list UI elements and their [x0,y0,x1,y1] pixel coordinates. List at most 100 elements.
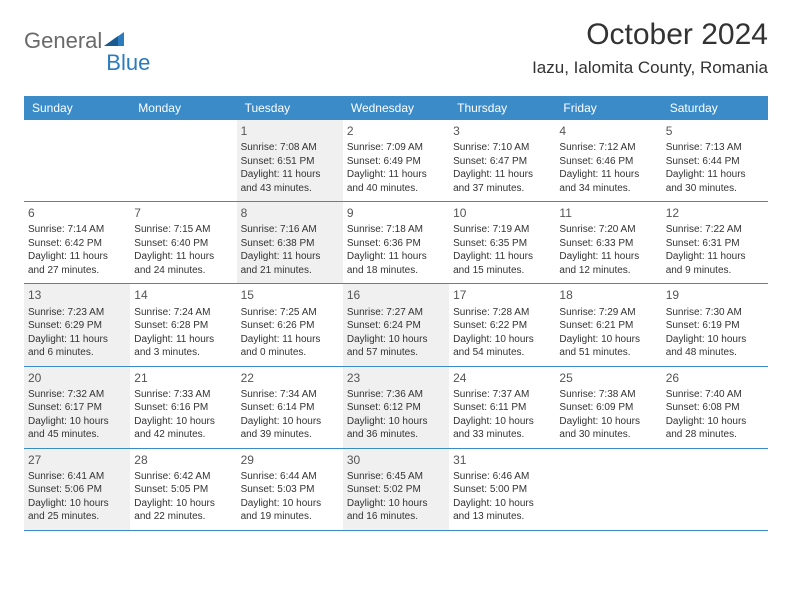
calendar-day: 9Sunrise: 7:18 AMSunset: 6:36 PMDaylight… [343,202,449,283]
day-detail-line: Sunset: 6:21 PM [559,319,657,333]
day-detail-line: Sunrise: 7:18 AM [347,223,445,237]
day-detail-line: Daylight: 10 hours [347,333,445,347]
day-detail-line: Sunset: 6:11 PM [453,401,551,415]
day-detail-line: Sunrise: 7:08 AM [241,141,339,155]
day-detail-line: Sunset: 5:00 PM [453,483,551,497]
day-detail-line: Daylight: 11 hours [241,168,339,182]
day-detail-line: Sunrise: 7:16 AM [241,223,339,237]
day-detail-line: Sunrise: 7:27 AM [347,306,445,320]
day-detail-line: Sunset: 6:14 PM [241,401,339,415]
day-detail-line: Sunrise: 7:34 AM [241,388,339,402]
day-detail-line: Sunset: 6:22 PM [453,319,551,333]
calendar-week: 20Sunrise: 7:32 AMSunset: 6:17 PMDayligh… [24,367,768,449]
day-detail-line: and 30 minutes. [559,428,657,442]
day-detail-line: Daylight: 11 hours [666,168,764,182]
location-label: Iazu, Ialomita County, Romania [532,58,768,78]
day-number: 8 [241,205,339,221]
day-number: 9 [347,205,445,221]
day-detail-line: Sunrise: 7:15 AM [134,223,232,237]
calendar-day: 25Sunrise: 7:38 AMSunset: 6:09 PMDayligh… [555,367,661,448]
calendar-day [130,120,236,201]
day-number: 6 [28,205,126,221]
day-detail-line: Sunset: 6:51 PM [241,155,339,169]
day-detail-line: Sunrise: 6:44 AM [241,470,339,484]
day-detail-line: Daylight: 10 hours [134,415,232,429]
day-detail-line: Sunset: 6:19 PM [666,319,764,333]
calendar-header-cell: Saturday [662,96,768,120]
day-detail-line: Sunset: 6:09 PM [559,401,657,415]
day-detail-line: and 48 minutes. [666,346,764,360]
calendar-day: 24Sunrise: 7:37 AMSunset: 6:11 PMDayligh… [449,367,555,448]
calendar-header-cell: Thursday [449,96,555,120]
day-detail-line: Sunrise: 7:24 AM [134,306,232,320]
calendar-header-cell: Wednesday [343,96,449,120]
day-detail-line: Sunrise: 7:25 AM [241,306,339,320]
day-detail-line: Sunrise: 7:20 AM [559,223,657,237]
day-detail-line: Sunrise: 7:38 AM [559,388,657,402]
day-detail-line: Sunrise: 7:29 AM [559,306,657,320]
calendar-day: 23Sunrise: 7:36 AMSunset: 6:12 PMDayligh… [343,367,449,448]
calendar-day: 16Sunrise: 7:27 AMSunset: 6:24 PMDayligh… [343,284,449,365]
day-detail-line: Daylight: 10 hours [666,333,764,347]
calendar-day: 5 Sunrise: 7:13 AMSunset: 6:44 PMDaylight… [662,120,768,201]
day-number: 20 [28,370,126,386]
day-detail-line: Sunset: 6:36 PM [347,237,445,251]
day-number: 19 [666,287,764,303]
day-detail-line: Daylight: 10 hours [559,415,657,429]
day-detail-line: Sunset: 6:40 PM [134,237,232,251]
calendar-day [555,449,661,530]
day-detail-line: Daylight: 11 hours [134,250,232,264]
day-detail-line: Sunset: 6:33 PM [559,237,657,251]
day-number: 30 [347,452,445,468]
day-number: 15 [241,287,339,303]
day-detail-line: Sunset: 6:16 PM [134,401,232,415]
calendar-day: 1Sunrise: 7:08 AMSunset: 6:51 PMDaylight… [237,120,343,201]
calendar-day: 10Sunrise: 7:19 AMSunset: 6:35 PMDayligh… [449,202,555,283]
day-detail-line: Daylight: 10 hours [453,497,551,511]
day-number: 4 [559,123,657,139]
day-detail-line: Sunset: 6:35 PM [453,237,551,251]
day-number: 2 [347,123,445,139]
day-detail-line: Sunrise: 7:36 AM [347,388,445,402]
day-number: 11 [559,205,657,221]
day-number: 12 [666,205,764,221]
day-detail-line: Daylight: 10 hours [347,497,445,511]
day-detail-line: Sunrise: 7:10 AM [453,141,551,155]
day-detail-line: Sunrise: 7:40 AM [666,388,764,402]
day-detail-line: Daylight: 10 hours [241,415,339,429]
calendar-day: 19Sunrise: 7:30 AMSunset: 6:19 PMDayligh… [662,284,768,365]
calendar-day: 7 Sunrise: 7:15 AMSunset: 6:40 PMDaylight… [130,202,236,283]
logo-text-blue: Blue [106,50,150,76]
day-detail-line: Sunset: 6:08 PM [666,401,764,415]
day-detail-line: Sunrise: 7:13 AM [666,141,764,155]
day-number: 22 [241,370,339,386]
calendar-day: 13Sunrise: 7:23 AMSunset: 6:29 PMDayligh… [24,284,130,365]
day-number: 5 [666,123,764,139]
day-detail-line: and 51 minutes. [559,346,657,360]
day-detail-line: and 15 minutes. [453,264,551,278]
day-detail-line: Sunrise: 7:09 AM [347,141,445,155]
calendar-day: 18Sunrise: 7:29 AMSunset: 6:21 PMDayligh… [555,284,661,365]
calendar-day: 22 Sunrise: 7:34 AMSunset: 6:14 PMDayligh… [237,367,343,448]
day-detail-line: Daylight: 10 hours [134,497,232,511]
calendar-day: 8Sunrise: 7:16 AMSunset: 6:38 PMDaylight… [237,202,343,283]
day-detail-line: Sunrise: 7:19 AM [453,223,551,237]
day-detail-line: Sunset: 6:38 PM [241,237,339,251]
day-detail-line: and 19 minutes. [241,510,339,524]
day-detail-line: Sunset: 6:44 PM [666,155,764,169]
calendar-day: 27Sunrise: 6:41 AMSunset: 5:06 PMDayligh… [24,449,130,530]
day-number: 27 [28,452,126,468]
day-detail-line: and 40 minutes. [347,182,445,196]
calendar-header-cell: Sunday [24,96,130,120]
day-detail-line: Sunset: 6:26 PM [241,319,339,333]
day-detail-line: Daylight: 10 hours [347,415,445,429]
calendar-week: 27Sunrise: 6:41 AMSunset: 5:06 PMDayligh… [24,449,768,531]
day-detail-line: and 33 minutes. [453,428,551,442]
day-detail-line: Sunset: 5:06 PM [28,483,126,497]
day-detail-line: Daylight: 10 hours [453,333,551,347]
calendar-week: 1Sunrise: 7:08 AMSunset: 6:51 PMDaylight… [24,120,768,202]
day-number: 29 [241,452,339,468]
day-number: 7 [134,205,232,221]
calendar-day: 17Sunrise: 7:28 AMSunset: 6:22 PMDayligh… [449,284,555,365]
logo-text-general: General [24,28,102,54]
